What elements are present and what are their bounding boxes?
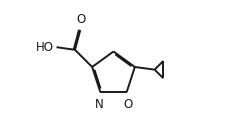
Text: O: O [76,13,86,26]
Text: HO: HO [36,41,54,54]
Text: N: N [95,98,103,111]
Text: O: O [123,98,133,111]
